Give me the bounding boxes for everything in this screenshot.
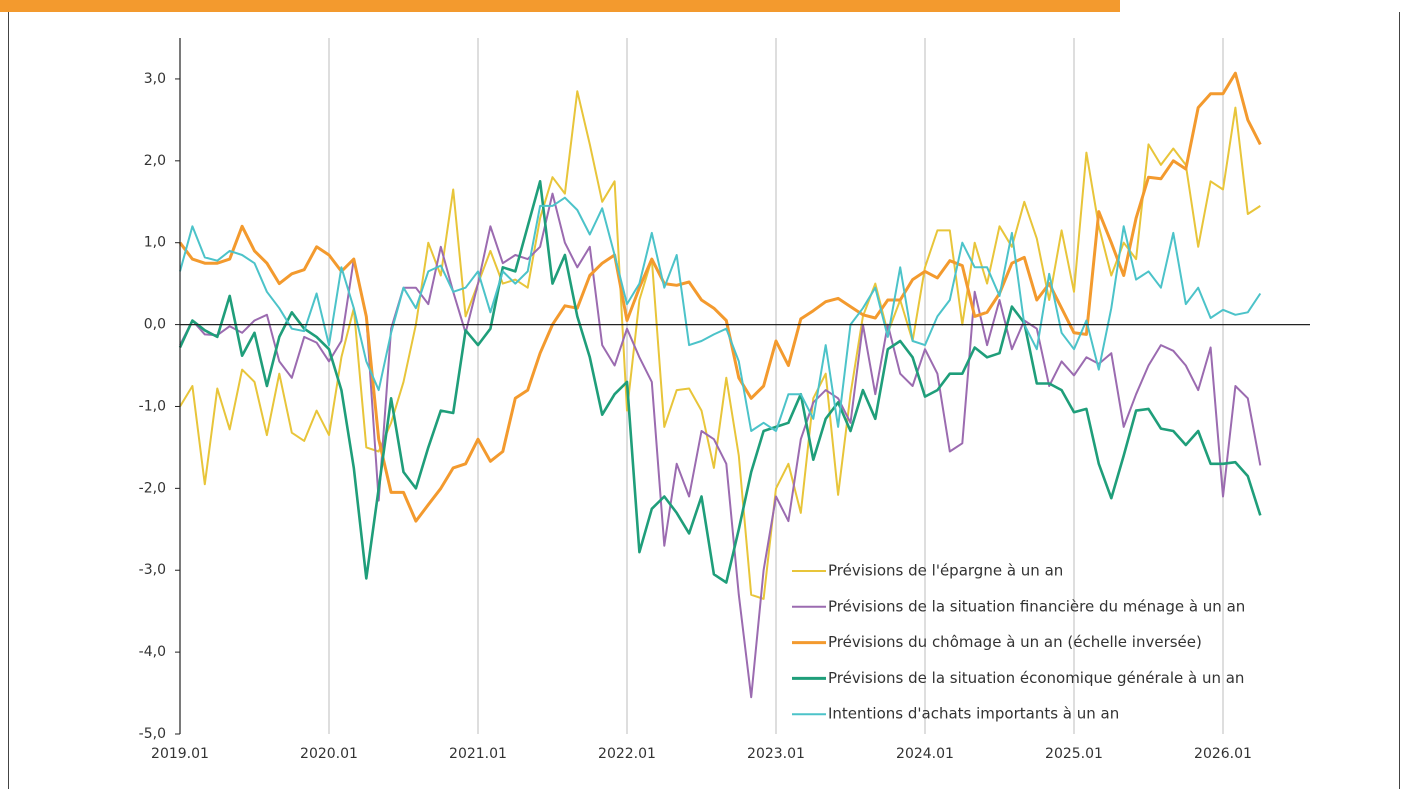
legend-label: Prévisions du chômage à un an (échelle i…: [828, 633, 1202, 651]
x-tick-label: 2026.01: [1194, 746, 1252, 762]
y-tick-label: -3,0: [139, 562, 166, 578]
header-bar: [0, 0, 1120, 12]
x-tick-label: 2019.01: [151, 746, 209, 762]
y-tick-label: 3,0: [144, 71, 166, 87]
legend-label: Prévisions de la situation financière du…: [828, 597, 1245, 615]
legend-label: Prévisions de la situation économique gé…: [828, 669, 1244, 687]
lines: [178, 71, 1262, 699]
y-tick-label: -4,0: [139, 644, 166, 660]
y-tick-label: -1,0: [139, 398, 166, 414]
legend-label: Prévisions de l'épargne à un an: [828, 562, 1063, 580]
y-tick-label: 2,0: [144, 153, 166, 169]
x-tick-label: 2025.01: [1045, 746, 1103, 762]
series-line: [178, 71, 1262, 523]
x-tick-label: 2020.01: [300, 746, 358, 762]
grid: [328, 38, 1224, 734]
series-line: [179, 90, 1261, 600]
x-tick-label: 2021.01: [449, 746, 507, 762]
y-tick-label: -5,0: [139, 726, 166, 742]
x-tick-label: 2024.01: [896, 746, 954, 762]
series-line: [179, 196, 1262, 432]
series-line: [178, 180, 1262, 584]
x-tick-label: 2022.01: [598, 746, 656, 762]
y-tick-label: 1,0: [144, 235, 166, 251]
x-tick-label: 2023.01: [747, 746, 805, 762]
legend: Prévisions de l'épargne à un an Prévision…: [792, 562, 1245, 723]
y-tick-label: -2,0: [139, 480, 166, 496]
legend-label: Intentions d'achats importants à un an: [828, 705, 1119, 723]
axes: 2019.01 2020.01 2021.01 2022.01 2023.01 2024.…: [139, 38, 1310, 762]
y-tick-label: 0,0: [144, 317, 166, 333]
